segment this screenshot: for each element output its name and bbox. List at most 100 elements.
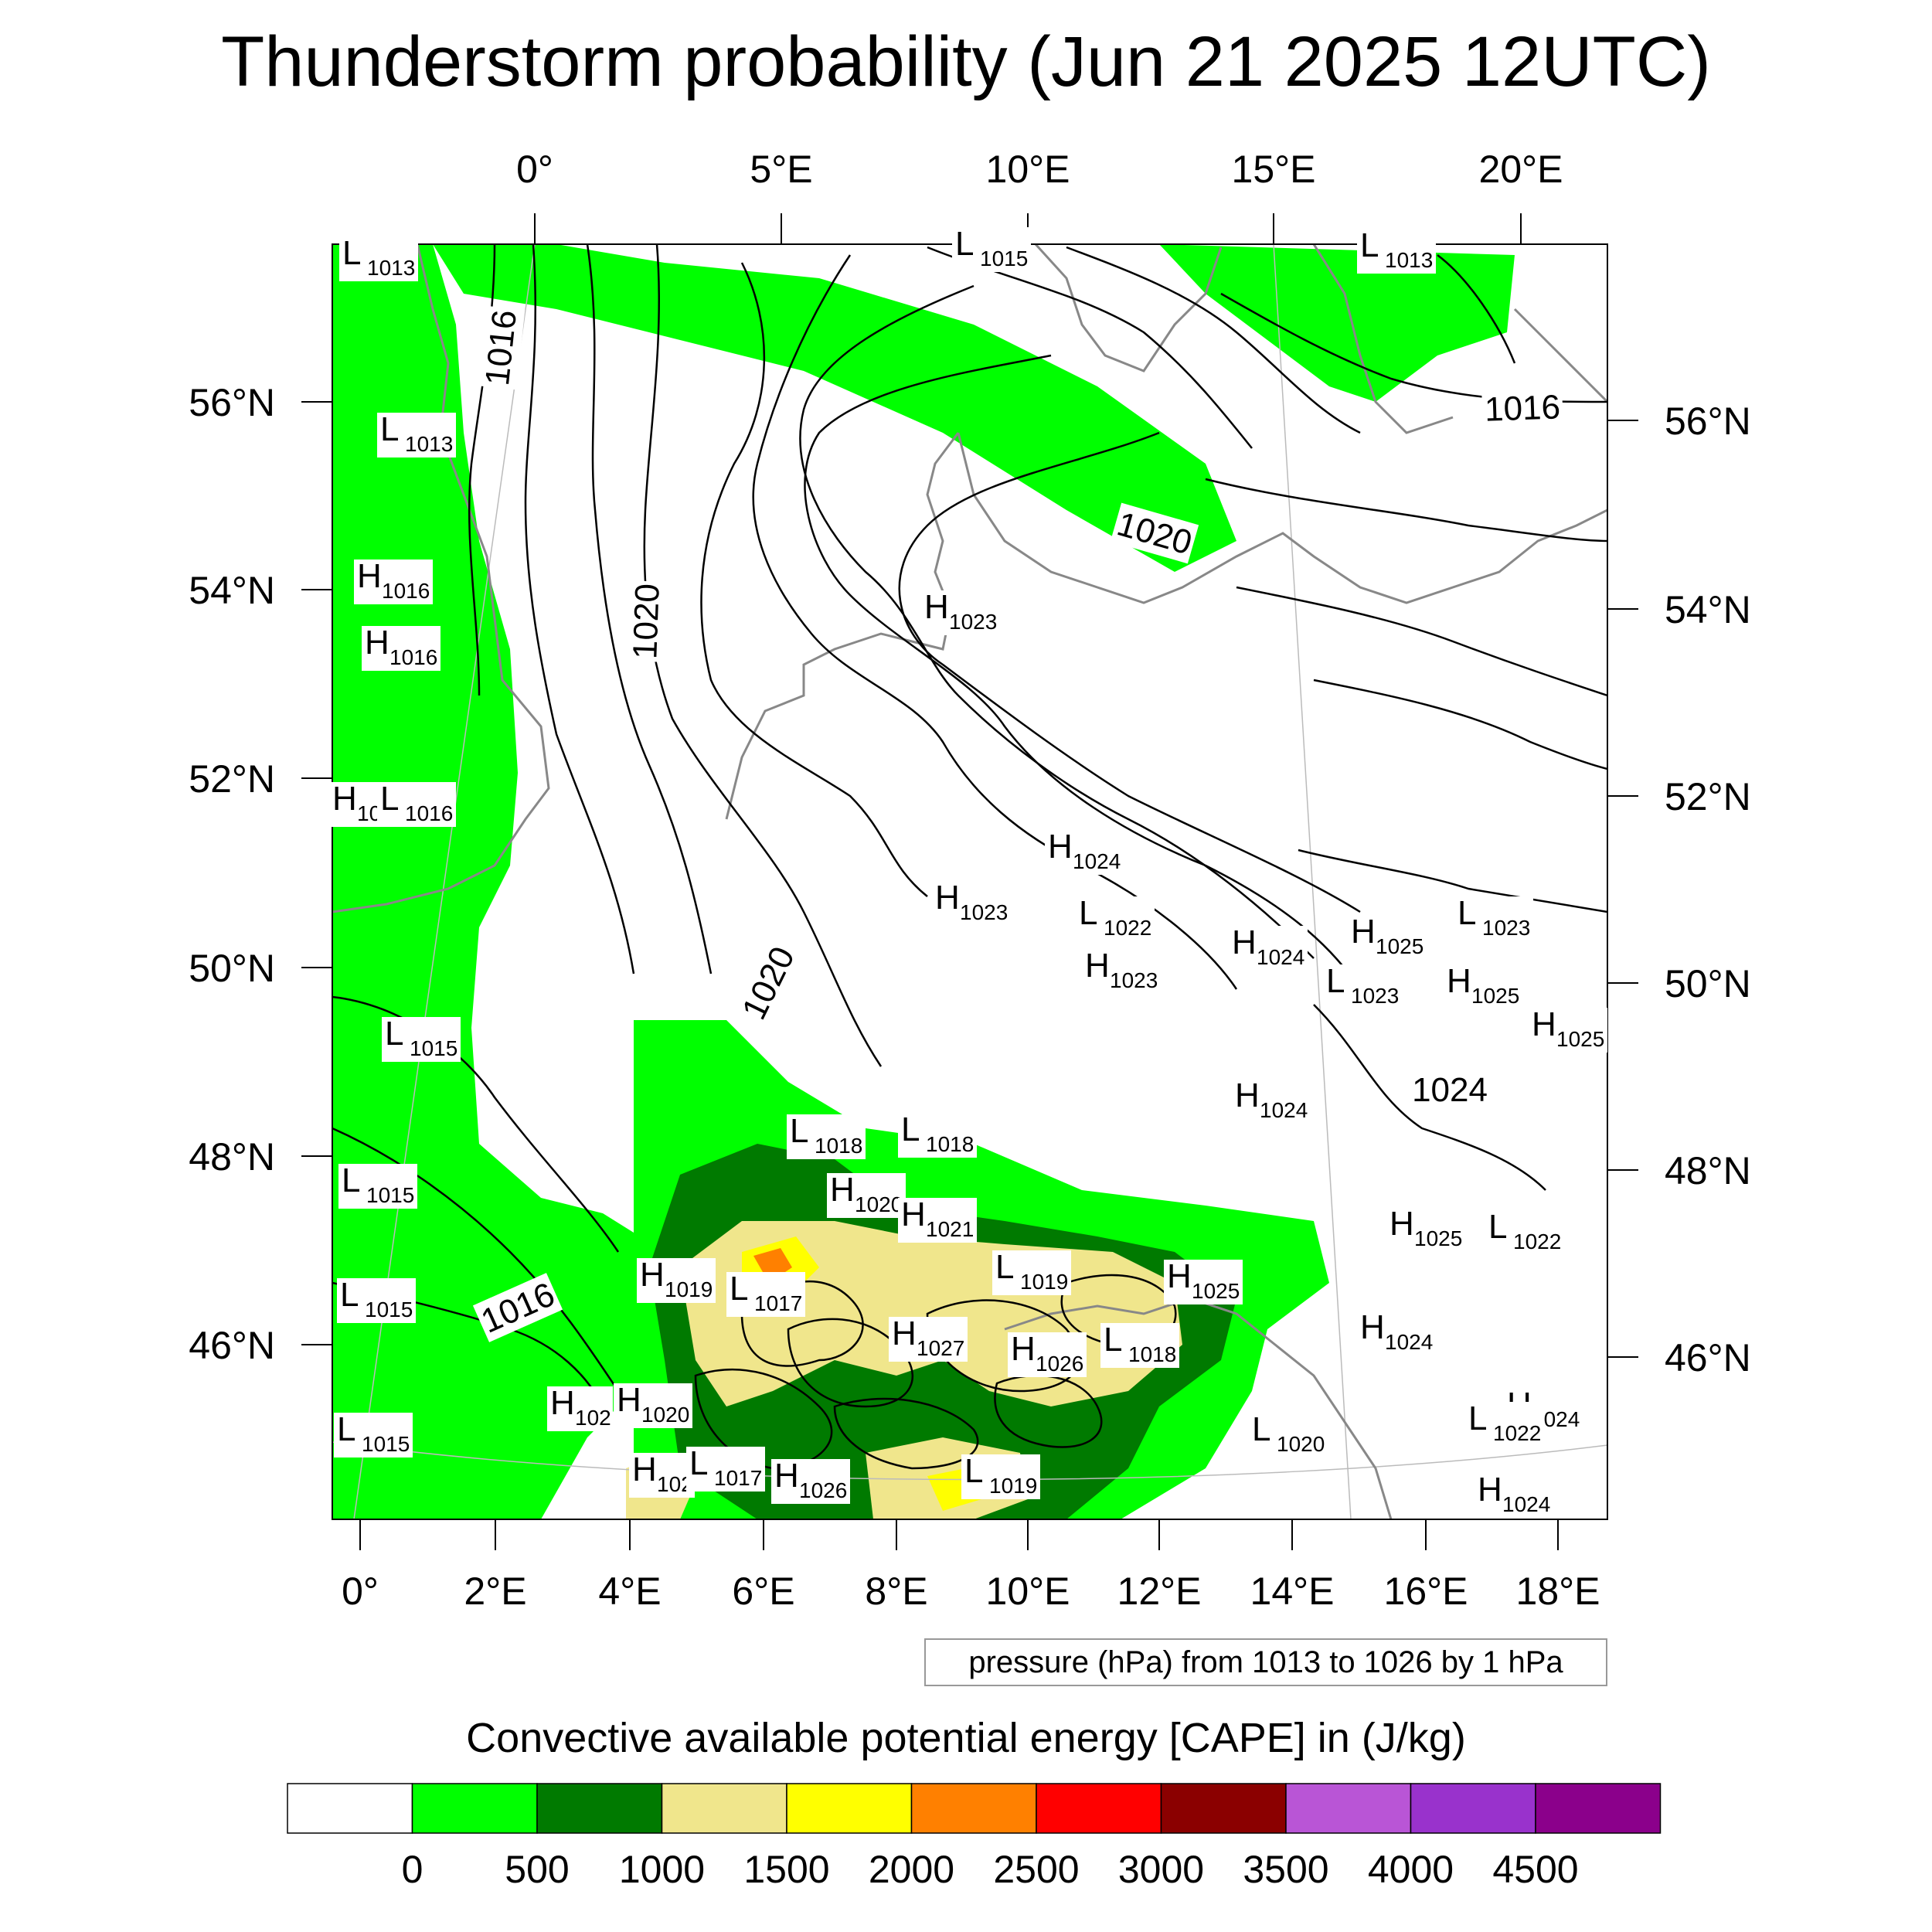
colorbar-label: 1000 — [619, 1848, 705, 1891]
colorbar-swatch — [413, 1784, 538, 1833]
pressure-center-marker: L 1022 — [1485, 1208, 1564, 1255]
pressure-center-value: 1016 — [382, 579, 430, 603]
tick-label: 15°E — [1232, 148, 1316, 191]
pressure-center-marker: H 1023 — [932, 879, 1011, 926]
pressure-center-marker: L 1015 — [337, 1276, 416, 1323]
pressure-center-type: H — [332, 780, 357, 818]
pressure-center-type: L — [1458, 894, 1476, 932]
pressure-center-marker: H 1025 — [1348, 913, 1427, 960]
pressure-center-marker: L 1020 — [1249, 1410, 1328, 1458]
pressure-center-value: 1016 — [389, 645, 437, 669]
pressure-center-type: L — [342, 1162, 360, 1199]
colorbar-swatch — [1411, 1784, 1536, 1833]
pressure-center-value: 1021 — [926, 1217, 974, 1241]
pressure-center-marker: L 1018 — [1100, 1321, 1179, 1368]
pressure-center-value: 1023 — [949, 610, 997, 634]
colorbar-label: 2000 — [869, 1848, 954, 1891]
pressure-center-value: 1022 — [1513, 1230, 1561, 1253]
pressure-center-value: 1024 — [1385, 1330, 1433, 1354]
colorbar-label: 1500 — [743, 1848, 829, 1891]
pressure-center-marker: H 10 — [329, 780, 382, 827]
colorbar-label: 3500 — [1243, 1848, 1328, 1891]
colorbar-swatch — [662, 1784, 787, 1833]
pressure-center-value: 102 — [575, 1406, 611, 1430]
pressure-center-value: 1013 — [405, 432, 453, 456]
pressure-center-type: L — [380, 780, 399, 818]
tick-label: 50°N — [189, 947, 275, 990]
pressure-center-type: H — [365, 624, 389, 662]
pressure-center-marker: H 1016 — [362, 624, 440, 671]
pressure-center-value: 1019 — [665, 1277, 713, 1301]
pressure-center-marker: L 1017 — [686, 1444, 765, 1492]
pressure-center-marker: H 1025 — [1444, 962, 1522, 1009]
pressure-center-value: 1026 — [1036, 1352, 1083, 1376]
bottom-axis-labels: 0° 2°E 4°E 6°E 8°E 10°E 12°E 14°E 16°E 1… — [342, 1570, 1600, 1613]
tick-label: 54°N — [1665, 588, 1751, 631]
pressure-center-value: 1025 — [1414, 1226, 1462, 1250]
tick-label: 18°E — [1516, 1570, 1600, 1613]
pressure-center-marker: H 1025 — [1529, 1005, 1607, 1053]
pressure-center-value: 1024 — [1257, 945, 1304, 969]
pressure-center-value: 1017 — [754, 1291, 802, 1315]
pressure-center-marker: H 1027 — [889, 1315, 968, 1362]
tick-label: 5°E — [750, 148, 812, 191]
pressure-center-marker: L 1016 — [377, 780, 456, 827]
pressure-center-marker: L 1013 — [377, 410, 456, 457]
pressure-center-type: L — [342, 234, 361, 272]
pressure-center-type: H — [357, 557, 382, 595]
isobar-label: 1016 — [1481, 386, 1563, 430]
pressure-center-value: 1022 — [1493, 1421, 1541, 1445]
pressure-center-type: L — [1326, 962, 1345, 1000]
pressure-center-type: H — [901, 1196, 926, 1233]
isobar-label-text: 1024 — [1412, 1071, 1488, 1109]
tick-label: 4°E — [598, 1570, 661, 1613]
pressure-center-type: H — [632, 1451, 657, 1488]
pressure-center-type: L — [730, 1270, 748, 1308]
pressure-center-marker: L 1015 — [334, 1410, 413, 1458]
pressure-center-value: 1024 — [1260, 1098, 1308, 1122]
pressure-center-type: H — [1351, 913, 1376, 951]
pressure-center-type: H — [830, 1171, 855, 1209]
colorbar-swatch — [1536, 1784, 1661, 1833]
pressure-center-type: L — [955, 225, 974, 263]
pressure-center-marker: H 102 — [547, 1384, 613, 1431]
colorbar-label: 2500 — [993, 1848, 1079, 1891]
tick-label: 56°N — [189, 381, 275, 424]
pressure-center-value: 1015 — [362, 1432, 410, 1456]
colorbar-swatch — [1162, 1784, 1287, 1833]
pressure-center-type: L — [1468, 1400, 1487, 1437]
pressure-center-marker: H 1020 — [827, 1171, 906, 1218]
pressure-center-type: H — [1232, 923, 1257, 961]
pressure-center-value: 1025 — [1471, 984, 1519, 1008]
pressure-center-marker: L 1015 — [952, 225, 1031, 272]
tick-label: 0° — [516, 148, 553, 191]
pressure-center-value: 1025 — [1376, 934, 1423, 958]
isobar-label: 1020 — [624, 580, 668, 662]
pressure-center-value: 1025 — [1192, 1279, 1240, 1303]
colorbar-label: 0 — [402, 1848, 423, 1891]
pressure-center-marker: H 1023 — [921, 588, 1000, 635]
pressure-center-marker: H 102 — [629, 1451, 695, 1498]
tick-label: 14°E — [1250, 1570, 1335, 1613]
tick-label: 10°E — [986, 148, 1070, 191]
pressure-note: pressure (hPa) from 1013 to 1026 by 1 hP… — [924, 1638, 1607, 1686]
pressure-center-type: H — [1360, 1308, 1385, 1346]
pressure-center-marker: H 1026 — [771, 1457, 850, 1504]
right-axis-labels: 56°N 54°N 52°N 50°N 48°N 46°N — [1665, 400, 1751, 1379]
pressure-center-type: L — [1252, 1410, 1270, 1448]
pressure-center-value: 1015 — [365, 1298, 413, 1321]
pressure-center-marker: H 1023 — [1082, 947, 1161, 994]
pressure-center-value: 1013 — [367, 256, 415, 280]
pressure-center-marker: H 1019 — [637, 1256, 716, 1303]
pressure-center-marker: L 1022 — [1076, 894, 1155, 941]
isobar-label: 1024 — [1410, 1070, 1490, 1110]
isobar-label: 1016 — [477, 306, 526, 390]
isobar-label-text: 1016 — [478, 308, 524, 387]
pressure-center-type: H — [1235, 1077, 1260, 1114]
colorbar-label: 4000 — [1368, 1848, 1454, 1891]
pressure-center-type: H — [1011, 1330, 1036, 1368]
tick-label: 52°N — [1665, 775, 1751, 818]
pressure-center-marker: L 1023 — [1323, 962, 1402, 1009]
pressure-center-value: 1024 — [1073, 849, 1121, 873]
